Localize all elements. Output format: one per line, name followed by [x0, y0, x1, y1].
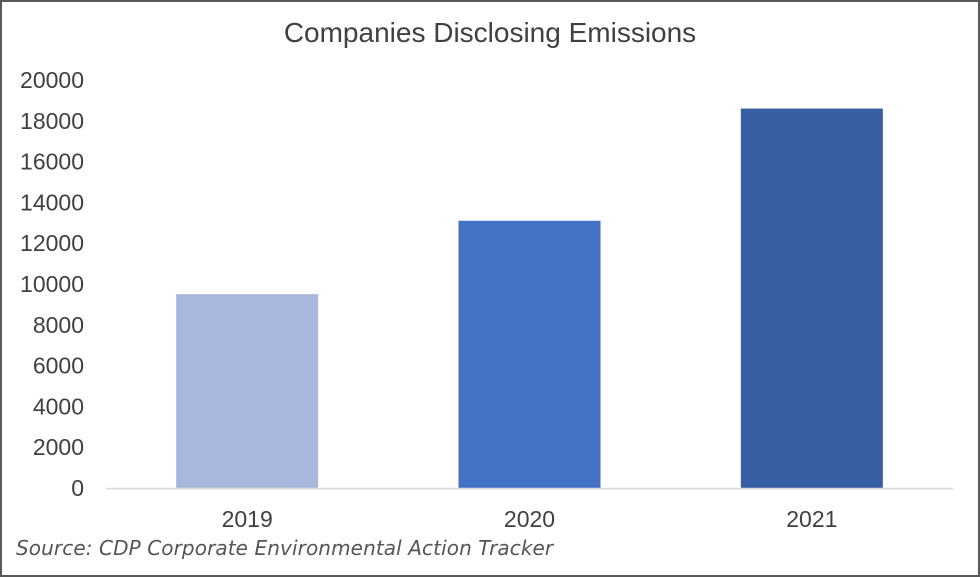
y-tick-label: 18000	[20, 108, 84, 134]
bar-2021	[740, 108, 883, 488]
bar-2020	[458, 220, 601, 488]
y-tick-label: 2000	[33, 434, 84, 460]
x-tick-label: 2019	[222, 506, 273, 532]
y-tick-label: 6000	[33, 353, 84, 379]
y-tick-label: 14000	[20, 189, 84, 215]
x-axis: 2019 2020 2021	[222, 506, 838, 532]
x-tick-label: 2021	[786, 506, 837, 532]
y-tick-label: 16000	[20, 149, 84, 175]
source-note: Source: CDP Corporate Environmental Acti…	[16, 536, 554, 560]
chart-title: Companies Disclosing Emissions	[283, 17, 697, 48]
x-tick-label: 2020	[504, 506, 555, 532]
bar-2019	[176, 294, 319, 488]
y-tick-label: 4000	[33, 393, 84, 419]
y-tick-label: 10000	[20, 271, 84, 297]
y-tick-label: 12000	[20, 230, 84, 256]
y-tick-label: 0	[71, 475, 84, 501]
y-axis: 0 2000 4000 6000 8000 10000 12000 14000 16000 180…	[20, 67, 84, 501]
y-tick-label: 20000	[20, 67, 84, 93]
bars	[176, 108, 883, 488]
y-tick-label: 8000	[33, 312, 84, 338]
